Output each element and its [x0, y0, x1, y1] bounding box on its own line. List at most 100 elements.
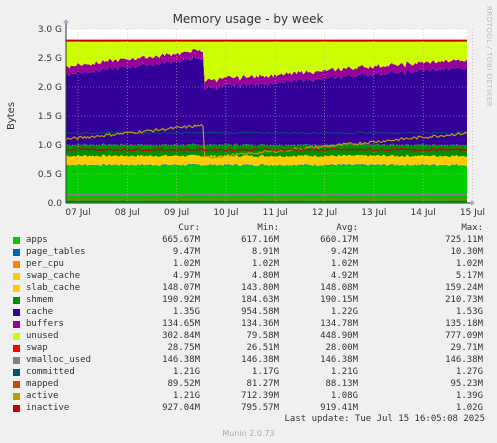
legend-value-min: 79.58M	[246, 331, 279, 341]
legend-swatch	[13, 381, 20, 388]
area-buffers	[66, 48, 467, 90]
legend-value-cur: 146.38M	[162, 355, 200, 365]
legend-value-avg: 919.41M	[320, 403, 358, 413]
legend-swatch	[13, 297, 20, 304]
legend-value-cur: 665.67M	[162, 235, 200, 245]
legend-value-max: 159.24M	[445, 283, 483, 293]
legend-row-swap-cache: swap_cache 4.97M 4.80M 4.92M 5.17M	[12, 271, 497, 282]
legend-value-cur: 134.65M	[162, 319, 200, 329]
legend-series-name: slab_cache	[26, 283, 81, 293]
legend-swatch	[13, 321, 20, 328]
y-axis-arrow	[63, 19, 69, 23]
legend-series-name: swap_cache	[26, 271, 81, 281]
legend-row-slab-cache: slab_cache 148.07M 143.80M 148.08M 159.24M	[12, 283, 497, 294]
legend-value-cur: 148.07M	[162, 283, 200, 293]
legend-swatch	[13, 345, 20, 352]
x-tick-label: 08 Jul	[115, 208, 140, 218]
legend-value-max: 1.02M	[455, 259, 483, 269]
legend-value-max: 1.27G	[455, 367, 483, 377]
legend-value-cur: 1.35G	[172, 307, 200, 317]
legend-row-mapped: mapped 89.52M 81.27M 88.13M 95.23M	[12, 379, 497, 390]
legend-series-name: active	[26, 391, 59, 401]
x-tick-label: 09 Jul	[164, 208, 189, 218]
legend-swatch	[13, 285, 20, 292]
legend-value-max: 5.17M	[455, 271, 483, 281]
legend-value-max: 777.09M	[445, 331, 483, 341]
legend-value-cur: 190.92M	[162, 295, 200, 305]
y-tick-label: 1.0 G	[38, 141, 62, 151]
legend-row-page-tables: page_tables 9.47M 8.91M 9.42M 10.30M	[12, 247, 497, 258]
legend-series-name: vmalloc_used	[26, 355, 92, 365]
legend-value-max: 1.39G	[455, 391, 483, 401]
x-tick-label: 14 Jul	[411, 208, 436, 218]
legend-value-avg: 1.02M	[330, 259, 358, 269]
legend-column-header: Avg:	[336, 223, 358, 233]
x-axis-arrow	[471, 200, 475, 206]
legend-swatch	[13, 309, 20, 316]
legend-swatch	[13, 369, 20, 376]
legend-value-max: 725.11M	[445, 235, 483, 245]
legend-series-name: cache	[26, 307, 54, 317]
legend-value-avg: 448.90M	[320, 331, 358, 341]
legend-column-header: Min:	[257, 223, 279, 233]
legend-series-name: mapped	[26, 379, 59, 389]
legend-value-cur: 9.47M	[172, 247, 200, 257]
legend-value-cur: 927.04M	[162, 403, 200, 413]
legend-value-min: 134.36M	[241, 319, 279, 329]
area-slab-cache	[66, 154, 467, 166]
legend-series-name: unused	[26, 331, 59, 341]
legend-value-avg: 1.08G	[330, 391, 358, 401]
legend-row-shmem: shmem 190.92M 184.63M 190.15M 210.73M	[12, 295, 497, 306]
area-page-tables	[66, 163, 467, 167]
legend-series-name: swap	[26, 343, 48, 353]
legend-value-max: 146.38M	[445, 355, 483, 365]
legend-value-cur: 89.52M	[167, 379, 200, 389]
legend-value-min: 4.80M	[251, 271, 279, 281]
legend-value-cur: 302.84M	[162, 331, 200, 341]
legend-value-max: 1.02G	[455, 403, 483, 413]
legend-value-min: 184.63M	[241, 295, 279, 305]
legend-value-max: 10.30M	[450, 247, 483, 257]
legend-value-avg: 1.22G	[330, 307, 358, 317]
legend-value-avg: 1.21G	[330, 367, 358, 377]
legend-row-committed: committed 1.21G 1.17G 1.21G 1.27G	[12, 367, 497, 378]
legend-value-cur: 1.21G	[172, 391, 200, 401]
x-tick-label: 07 Jul	[65, 208, 90, 218]
legend-value-avg: 146.38M	[320, 355, 358, 365]
legend-row-buffers: buffers 134.65M 134.36M 134.78M 135.18M	[12, 319, 497, 330]
legend-swatch	[13, 393, 20, 400]
legend-value-avg: 660.17M	[320, 235, 358, 245]
area-unused	[66, 40, 467, 83]
legend-swatch	[13, 249, 20, 256]
y-tick-label: 2.5 G	[38, 54, 62, 64]
legend-series-name: committed	[26, 367, 75, 377]
line-inactive	[65, 147, 468, 152]
y-tick-label: 0.5 G	[38, 170, 62, 180]
legend-value-avg: 148.08M	[320, 283, 358, 293]
legend-column-header: Cur:	[178, 223, 200, 233]
legend-value-avg: 190.15M	[320, 295, 358, 305]
legend-series-name: buffers	[26, 319, 64, 329]
chart-title: Memory usage - by week	[173, 12, 324, 26]
legend-row-unused: unused 302.84M 79.58M 448.90M 777.09M	[12, 331, 497, 342]
rrdtool-credit: RRDTOOL / TOBI OETIKER	[485, 6, 493, 108]
legend-value-min: 712.39M	[241, 391, 279, 401]
legend-value-min: 146.38M	[241, 355, 279, 365]
legend-value-max: 95.23M	[450, 379, 483, 389]
legend-value-max: 210.73M	[445, 295, 483, 305]
legend-series-name: per_cpu	[26, 259, 64, 269]
line-active	[65, 123, 468, 159]
last-update: Last update: Tue Jul 15 16:05:08 2025	[284, 414, 485, 424]
legend-value-min: 143.80M	[241, 283, 279, 293]
x-tick-label: 12 Jul	[312, 208, 337, 218]
y-tick-label: 2.0 G	[38, 83, 62, 93]
legend-swatch	[13, 273, 20, 280]
legend-value-cur: 1.21G	[172, 367, 200, 377]
legend-value-min: 954.58M	[241, 307, 279, 317]
legend-value-min: 81.27M	[246, 379, 279, 389]
legend-value-avg: 88.13M	[325, 379, 358, 389]
area-shmem	[66, 143, 467, 158]
x-tick-label: 11 Jul	[263, 208, 288, 218]
legend-value-cur: 4.97M	[172, 271, 200, 281]
